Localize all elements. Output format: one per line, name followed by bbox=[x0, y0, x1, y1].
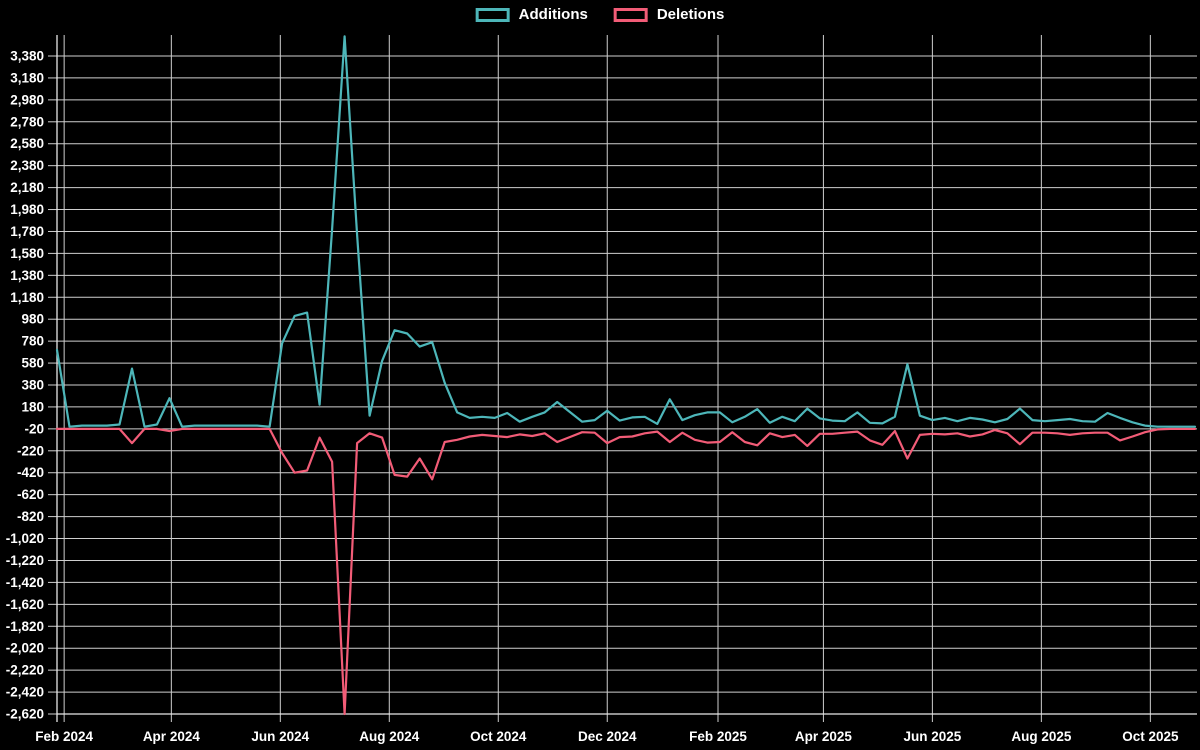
y-tick-label: -2,220 bbox=[6, 663, 44, 678]
y-tick-label: -1,820 bbox=[6, 619, 44, 634]
additions-swatch-icon bbox=[475, 7, 510, 22]
y-tick-label: 1,980 bbox=[10, 202, 44, 217]
y-tick-label: 3,180 bbox=[10, 70, 44, 85]
y-tick-label: -1,420 bbox=[6, 575, 44, 590]
x-tick-label: Feb 2024 bbox=[35, 729, 93, 744]
x-gridlines bbox=[63, 35, 1151, 722]
x-tick-label: Dec 2024 bbox=[578, 729, 637, 744]
y-tick-label: -1,620 bbox=[6, 597, 44, 612]
y-tick-label: 580 bbox=[21, 356, 44, 371]
x-tick-label: Apr 2025 bbox=[795, 729, 853, 744]
y-tick-label: 780 bbox=[21, 334, 44, 349]
deletions-line bbox=[55, 427, 1197, 716]
y-tick-label: -2,620 bbox=[6, 707, 44, 722]
x-tick-label: Oct 2025 bbox=[1122, 729, 1179, 744]
additions-line bbox=[55, 35, 1197, 428]
x-tick-label: Aug 2025 bbox=[1011, 729, 1072, 744]
y-tick-label: 380 bbox=[21, 378, 44, 393]
y-tick-label: 1,180 bbox=[10, 290, 44, 305]
y-tick-label: 1,580 bbox=[10, 246, 44, 261]
y-tick-label: 2,780 bbox=[10, 114, 44, 129]
x-tick-label: Jun 2024 bbox=[251, 729, 309, 744]
x-tick-label: Apr 2024 bbox=[143, 729, 201, 744]
y-tick-label: 2,380 bbox=[10, 158, 44, 173]
y-tick-label: 2,980 bbox=[10, 92, 44, 107]
y-tick-label: -1,220 bbox=[6, 553, 44, 568]
legend-label-deletions: Deletions bbox=[656, 6, 725, 23]
y-axis-labels: 3,380 3,180 2,980 2,780 2,580 2,380 2,180 1,980… bbox=[6, 49, 44, 722]
legend-item-additions[interactable]: Additions bbox=[475, 6, 588, 23]
y-tick-label: 2,580 bbox=[10, 136, 44, 151]
y-tick-label: 2,180 bbox=[10, 180, 44, 195]
legend-label-additions: Additions bbox=[518, 6, 588, 23]
y-tick-label: -2,020 bbox=[6, 641, 44, 656]
x-tick-label: Oct 2024 bbox=[470, 729, 527, 744]
deletions-swatch-icon bbox=[613, 7, 648, 22]
x-tick-label: Aug 2024 bbox=[359, 729, 420, 744]
legend-item-deletions[interactable]: Deletions bbox=[613, 6, 725, 23]
y-tick-label: -820 bbox=[17, 509, 44, 524]
chart-legend: Additions Deletions bbox=[475, 6, 725, 23]
x-tick-label: Jun 2025 bbox=[903, 729, 961, 744]
x-axis-labels: Feb 2024 Apr 2024 Jun 2024 Aug 2024 Oct 2024… bbox=[35, 729, 1179, 744]
y-tick-label: -1,020 bbox=[6, 531, 44, 546]
y-tick-label: -220 bbox=[17, 443, 44, 458]
y-tick-label: 3,380 bbox=[10, 49, 44, 64]
y-tick-label: -420 bbox=[17, 465, 44, 480]
y-tick-label: 1,380 bbox=[10, 268, 44, 283]
y-tick-label: 980 bbox=[21, 312, 44, 327]
y-tick-label: -20 bbox=[24, 421, 44, 436]
x-tick-label: Feb 2025 bbox=[689, 729, 747, 744]
y-tick-label: 180 bbox=[21, 399, 44, 414]
y-tick-label: 1,780 bbox=[10, 224, 44, 239]
y-tick-label: -620 bbox=[17, 487, 44, 502]
y-gridlines bbox=[48, 55, 1197, 715]
y-tick-label: -2,420 bbox=[6, 685, 44, 700]
